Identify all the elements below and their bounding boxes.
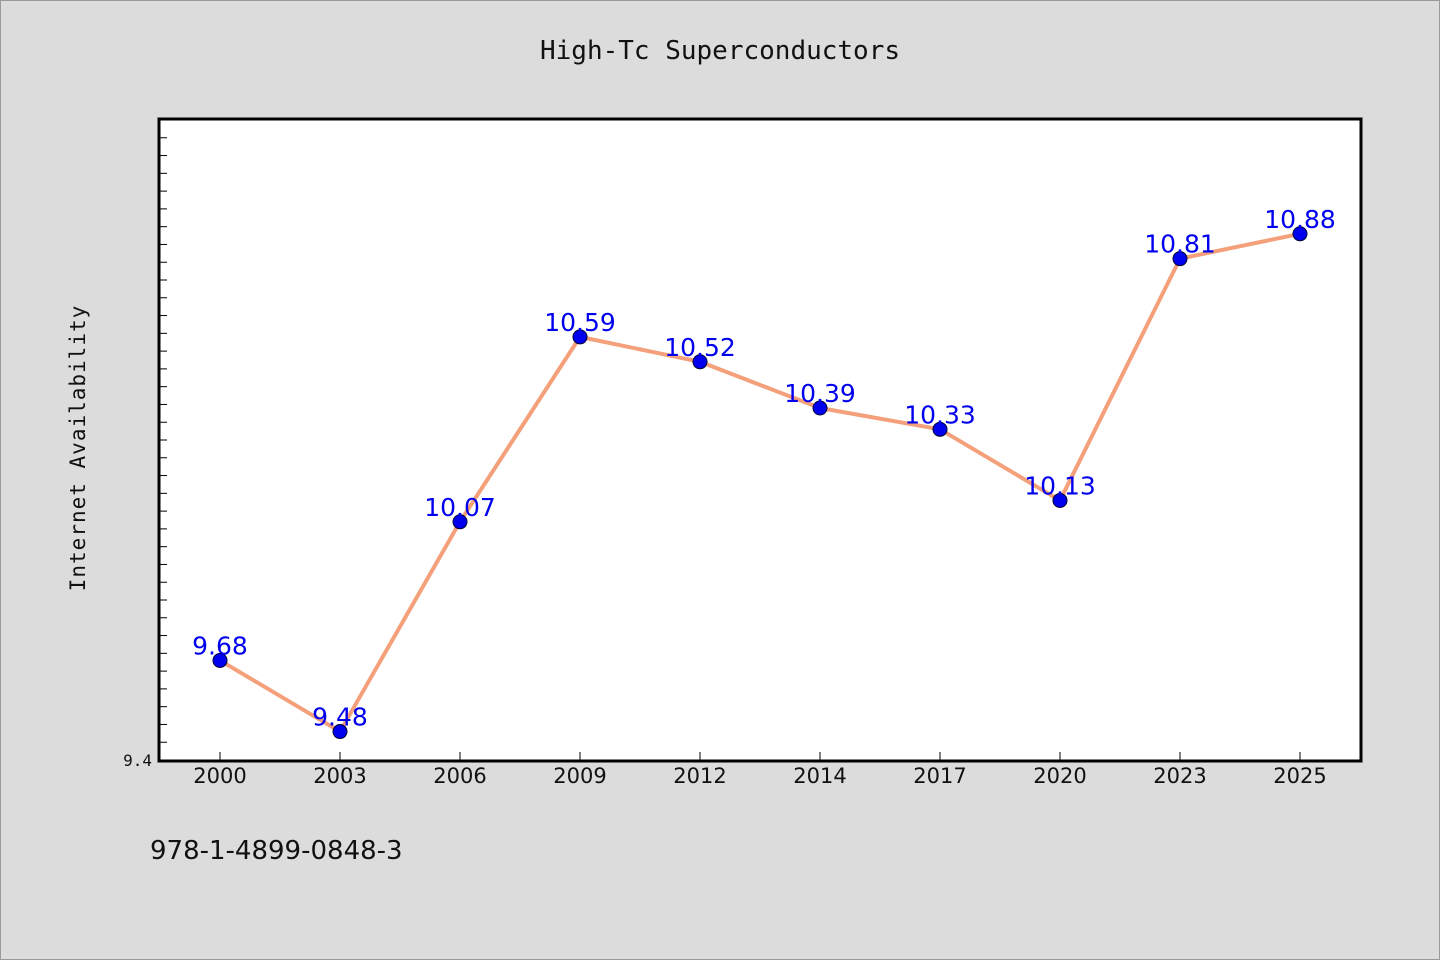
data-label: 10.07	[424, 493, 496, 522]
x-tick-label: 2012	[673, 764, 726, 788]
data-point	[452, 514, 468, 530]
data-point	[332, 724, 348, 740]
data-point	[1172, 251, 1188, 267]
data-label: 10.39	[784, 379, 856, 408]
data-point	[692, 354, 708, 370]
data-label: 10.52	[664, 333, 736, 362]
x-tick-label: 2003	[313, 764, 366, 788]
data-label: 9.48	[312, 703, 368, 732]
data-point	[812, 400, 828, 416]
chart-title: High-Tc Superconductors	[539, 36, 901, 66]
x-tick-label: 2017	[913, 764, 966, 788]
y-ticks: 9.4	[123, 137, 167, 770]
x-tick-label: 2006	[433, 764, 486, 788]
data-label: 10.59	[544, 308, 616, 337]
data-labels: 9.68 9.48 10.07 10.59 10.52 10.39 10.33 10.13 10…	[192, 205, 1336, 732]
x-tick-label: 2014	[793, 764, 846, 788]
x-tick-label: 2020	[1033, 764, 1086, 788]
data-point	[1292, 226, 1308, 242]
data-label: 10.81	[1144, 230, 1216, 259]
data-point	[932, 421, 948, 437]
series-line	[218, 231, 1302, 734]
series-markers	[212, 226, 1308, 740]
data-point	[572, 329, 588, 345]
x-tick-label: 2023	[1153, 764, 1206, 788]
data-label: 10.33	[904, 400, 976, 429]
data-point	[1052, 492, 1068, 508]
x-tick-label: 2009	[553, 764, 606, 788]
y-tick-label: 9.4	[123, 751, 152, 770]
series-lines	[218, 231, 1302, 734]
data-label: 10.13	[1024, 471, 1096, 500]
data-point	[212, 652, 228, 668]
data-label: 9.68	[192, 631, 248, 660]
plot-area	[157, 117, 1363, 763]
data-label: 10.88	[1264, 205, 1336, 234]
x-tick-label: 2000	[193, 764, 246, 788]
x-ticks: 2000 2003 2006 2009 2012 2014 2017 2020 2023 2025	[193, 752, 1327, 788]
footer-code: 978-1-4899-0848-3	[150, 836, 403, 866]
x-tick-label: 2025	[1273, 764, 1326, 788]
